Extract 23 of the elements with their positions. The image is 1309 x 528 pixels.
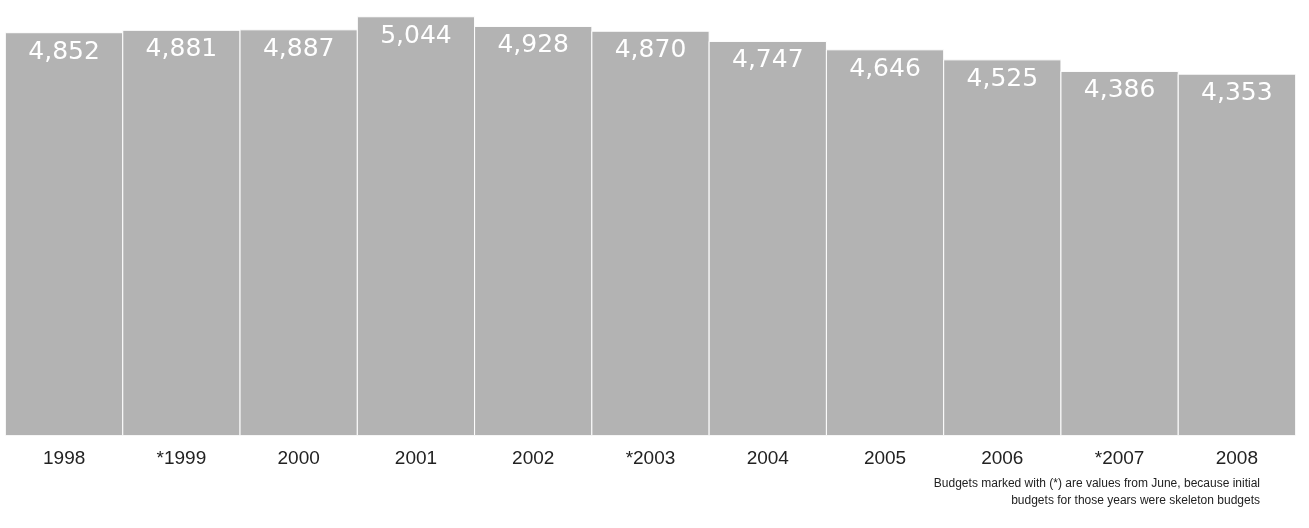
text: Budgets marked with (*) are values from June, because initial budgets for those years were skeleton budgets	[932, 475, 1260, 510]
x-tick-label: 1998	[43, 446, 86, 468]
data-label: 4,887	[262, 32, 335, 62]
data-label: 4,852	[28, 35, 100, 65]
data-label: 4,881	[145, 33, 218, 63]
x-tick-label: 2001	[394, 446, 438, 468]
data-label: 4,870	[614, 34, 687, 64]
data-label: 4,646	[849, 52, 921, 82]
x-tick-label: *1999	[156, 446, 207, 468]
x-tick-label: *2003	[625, 446, 676, 468]
data-label: 4,386	[1083, 74, 1156, 104]
x-tick-label: 2008	[1215, 446, 1259, 468]
data-label: 4,525	[966, 62, 1039, 92]
data-label: 4,747	[731, 44, 804, 74]
data-label: 4,353	[1201, 77, 1273, 107]
x-tick-label: 2004	[746, 446, 790, 468]
x-tick-label: 2006	[981, 446, 1024, 468]
x-tick-label: *2007	[1094, 446, 1145, 468]
x-tick-label: 2005	[863, 446, 907, 468]
data-label: 4,928	[497, 29, 570, 59]
data-label: 5,044	[380, 19, 452, 49]
x-tick-label: 2000	[277, 446, 320, 468]
x-tick-label: 2002	[512, 446, 555, 468]
